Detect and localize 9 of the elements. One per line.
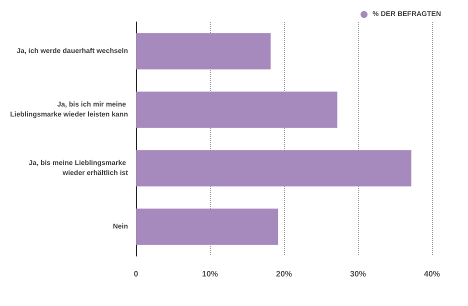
x-tick-label: 20% bbox=[276, 270, 292, 278]
x-tick-label: 10% bbox=[202, 270, 218, 278]
bar bbox=[136, 150, 412, 186]
x-tick-label: 40% bbox=[424, 270, 440, 278]
x-tick-label: 0 bbox=[134, 270, 139, 278]
x-tick-label: 30% bbox=[350, 270, 366, 278]
bar bbox=[136, 92, 338, 128]
bar bbox=[136, 33, 271, 70]
bar bbox=[136, 208, 278, 245]
